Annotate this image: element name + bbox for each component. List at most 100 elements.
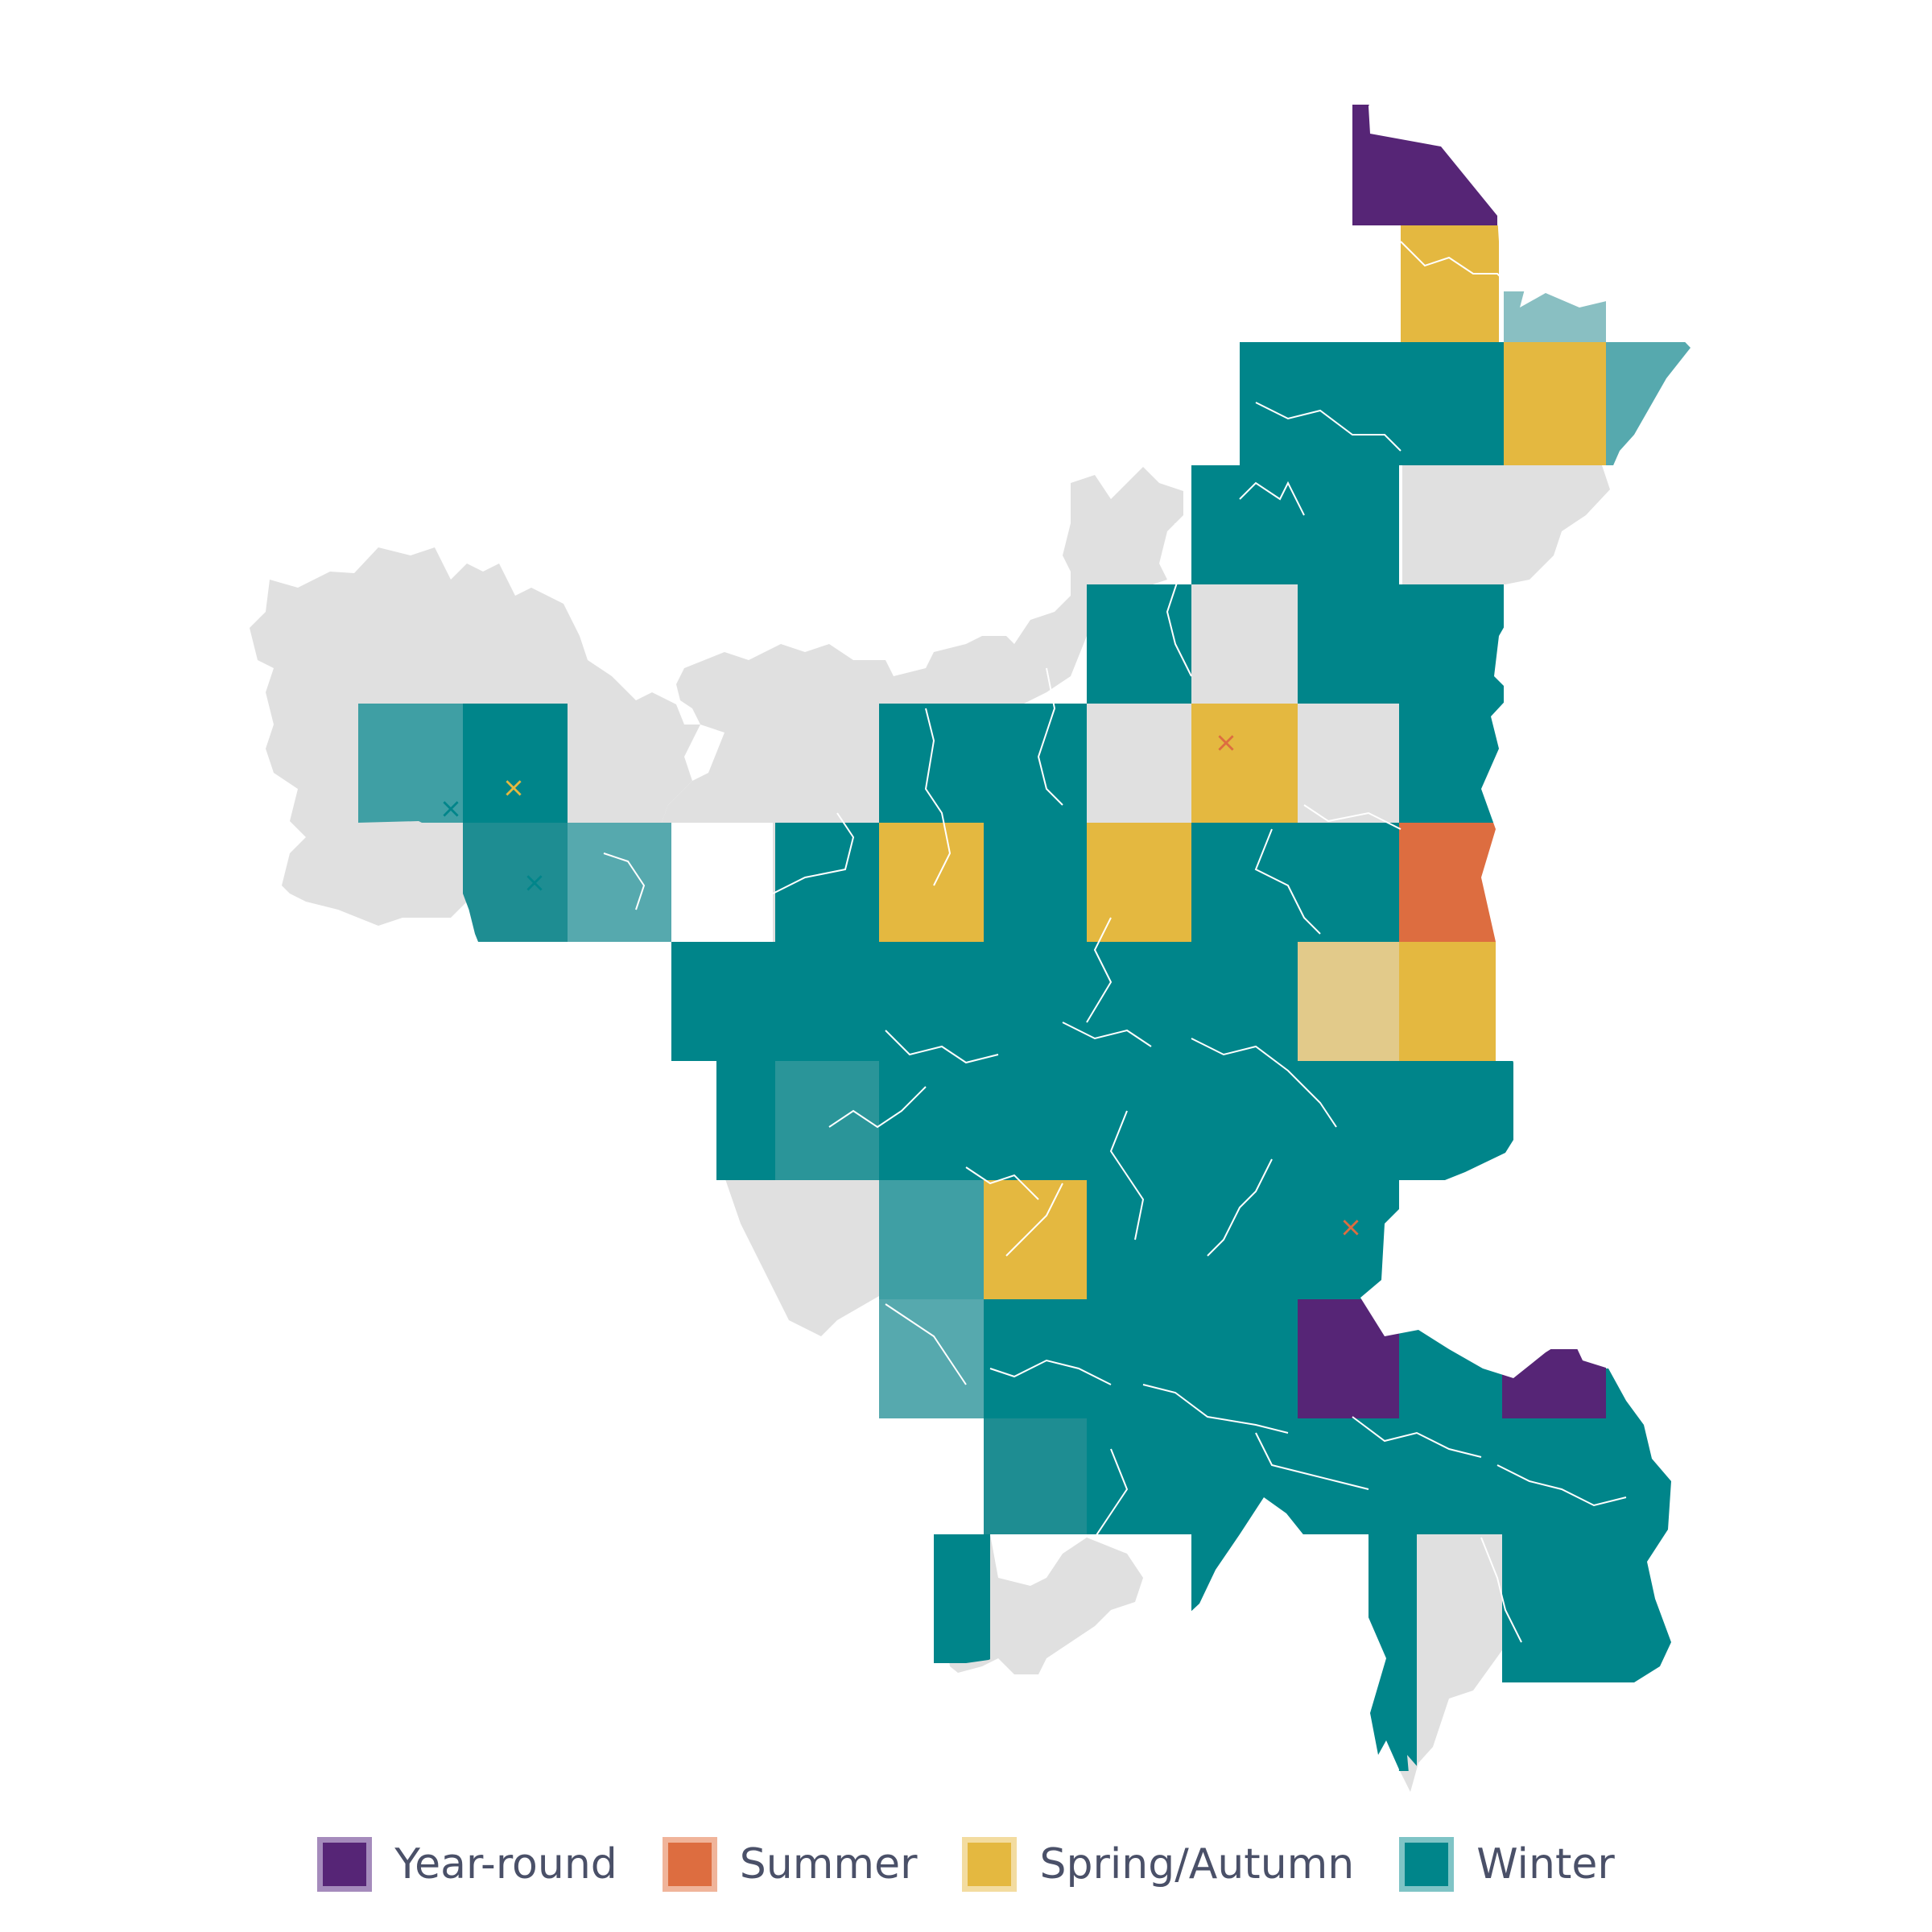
station-marker: × <box>502 772 526 804</box>
season-cell <box>1191 704 1298 823</box>
season-cell <box>1087 704 1191 823</box>
legend-label-summer: Summer <box>739 1840 918 1889</box>
district-border <box>1094 1448 1129 1538</box>
season-cell <box>1191 1061 1298 1180</box>
season-cell <box>1191 465 1399 584</box>
season-cell <box>1191 1299 1298 1418</box>
season-cell <box>1298 942 1399 1061</box>
district-border <box>1062 1022 1152 1047</box>
season-cell <box>879 1299 984 1418</box>
season-cell <box>1240 342 1504 465</box>
season-cell <box>1399 704 1504 823</box>
season-cell <box>463 704 568 823</box>
district-border <box>1005 1183 1063 1257</box>
season-cell <box>775 1061 879 1180</box>
season-grid <box>358 105 1690 1771</box>
season-cell <box>1087 1061 1191 1180</box>
district-border <box>1166 522 1192 677</box>
district-border <box>1142 1384 1289 1434</box>
district-border <box>1352 1416 1482 1458</box>
district-border <box>1109 1110 1145 1241</box>
season-cell <box>1399 1299 1502 1418</box>
season-cell <box>1298 584 1399 704</box>
season-cell <box>1087 1299 1191 1418</box>
season-cell <box>984 823 1087 942</box>
legend-label-spring-autumn: Spring/Autumn <box>1039 1840 1355 1889</box>
season-cell <box>1191 942 1298 1061</box>
district-border <box>1086 917 1113 1023</box>
legend-label-winter: Winter <box>1476 1840 1615 1889</box>
season-cell <box>879 1180 984 1299</box>
season-cell <box>1352 105 1497 225</box>
station-marker: × <box>1215 727 1238 759</box>
district-border <box>1255 1432 1369 1490</box>
season-cell <box>984 1418 1087 1534</box>
season-cell <box>775 823 879 942</box>
district-border <box>1255 402 1402 452</box>
season-cell <box>1087 584 1191 704</box>
season-cell <box>1368 1534 1417 1771</box>
no-data-region <box>942 1534 1143 1674</box>
legend-item-summer: Summer <box>662 1837 918 1892</box>
season-cell <box>1399 1061 1513 1180</box>
district-border <box>1239 481 1305 516</box>
district-border <box>603 852 646 910</box>
season-cell <box>1606 342 1690 465</box>
season-cell <box>984 942 1087 1061</box>
station-marker: × <box>1340 1212 1363 1244</box>
season-cell <box>1087 1180 1191 1299</box>
season-cell <box>716 1061 775 1180</box>
season-cell <box>1298 1418 1399 1534</box>
season-cell <box>1399 1418 1502 1534</box>
district-border <box>1037 667 1063 806</box>
season-cell <box>1298 1299 1399 1418</box>
season-cell <box>671 942 775 1061</box>
no-data-region <box>724 1177 886 1336</box>
season-cell <box>1606 1418 1671 1534</box>
season-cell <box>1191 584 1298 704</box>
legend-item-spring-autumn: Spring/Autumn <box>962 1837 1354 1892</box>
season-cell <box>1399 823 1499 942</box>
legend: Year-round Summer Spring/Autumn Winter <box>0 1826 1932 1903</box>
season-cell <box>879 1061 984 1180</box>
station-marker: × <box>440 793 463 825</box>
season-cell <box>1191 1180 1298 1299</box>
season-cell <box>1399 584 1504 704</box>
district-border <box>1191 1038 1337 1128</box>
station-marker: × <box>523 867 547 899</box>
legend-item-winter: Winter <box>1399 1837 1615 1892</box>
district-border <box>1400 241 1514 291</box>
season-cell <box>463 823 568 942</box>
season-cell <box>1399 942 1496 1061</box>
season-cell <box>879 942 984 1061</box>
district-border <box>828 1086 927 1129</box>
station-markers: × × × × × <box>440 727 1363 1244</box>
season-cell <box>984 1061 1087 1180</box>
summer-swatch <box>662 1837 717 1892</box>
season-cell <box>879 704 984 823</box>
season-cell <box>1502 1534 1671 1682</box>
season-cell <box>1502 1349 1606 1418</box>
no-data-region <box>1399 1534 1502 1792</box>
district-border <box>885 1303 967 1385</box>
year-round-swatch <box>317 1837 373 1892</box>
legend-label-year-round: Year-round <box>394 1840 617 1889</box>
season-cell <box>1087 942 1191 1061</box>
district-border <box>1303 804 1402 830</box>
season-cell <box>1298 823 1399 942</box>
season-cell <box>1504 291 1606 342</box>
season-cell <box>984 704 1087 823</box>
season-cell <box>568 823 671 942</box>
season-cell <box>984 1180 1087 1299</box>
season-cell <box>1502 1418 1606 1534</box>
season-cell <box>879 823 984 942</box>
spring-autumn-swatch <box>962 1837 1018 1892</box>
district-border <box>885 1030 999 1064</box>
no-data-region <box>1402 460 1610 584</box>
district-border <box>1480 1537 1522 1643</box>
season-cell <box>1298 704 1399 823</box>
season-cell <box>1401 225 1499 342</box>
season-cell <box>1087 823 1191 942</box>
district-border <box>1496 1464 1627 1507</box>
